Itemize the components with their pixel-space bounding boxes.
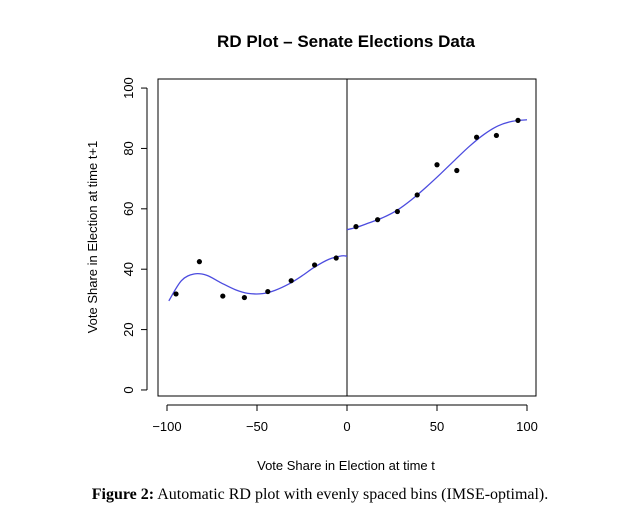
data-point <box>220 293 226 299</box>
chart-title: RD Plot – Senate Elections Data <box>217 32 475 51</box>
figure-caption: Figure 2: Automatic RD plot with evenly … <box>0 486 640 504</box>
y-tick-label: 80 <box>121 141 136 155</box>
fit-line-left <box>168 255 348 302</box>
figure-caption-text: Automatic RD plot with evenly spaced bin… <box>154 486 549 503</box>
axes: −100 −50 0 50 100 0 20 40 60 80 100 <box>121 77 538 434</box>
x-axis-label: Vote Share in Election at time t <box>257 458 435 473</box>
x-tick-label: 50 <box>430 419 444 434</box>
rd-plot-chart: RD Plot – Senate Elections Data −100 −50 0… <box>85 32 538 473</box>
y-axis-label: Vote Share in Election at time t+1 <box>85 141 100 334</box>
x-tick-label: 100 <box>516 419 538 434</box>
y-tick-label: 20 <box>121 322 136 336</box>
data-point <box>173 291 179 297</box>
data-point <box>353 224 359 230</box>
y-tick-label: 100 <box>121 77 136 99</box>
y-tick-label: 60 <box>121 202 136 216</box>
data-point <box>196 259 202 265</box>
x-tick-label: −100 <box>152 419 181 434</box>
figure-caption-label: Figure 2: <box>91 486 155 503</box>
data-point <box>474 134 480 140</box>
data-point <box>414 192 420 198</box>
data-point <box>375 217 381 223</box>
data-point <box>312 262 318 268</box>
data-point <box>241 294 247 301</box>
fit-lines <box>168 119 528 302</box>
data-points <box>173 117 521 301</box>
data-point <box>434 162 440 168</box>
data-point <box>394 208 400 215</box>
y-tick-label: 0 <box>121 386 136 393</box>
data-point <box>515 117 521 123</box>
fit-line-right <box>346 119 528 231</box>
y-tick-label: 40 <box>121 262 136 276</box>
x-tick-label: 0 <box>343 419 350 434</box>
data-point <box>265 288 271 295</box>
data-point <box>454 167 460 174</box>
data-point <box>333 255 339 261</box>
x-tick-label: −50 <box>246 419 268 434</box>
data-point <box>288 278 294 284</box>
data-point <box>493 132 499 139</box>
